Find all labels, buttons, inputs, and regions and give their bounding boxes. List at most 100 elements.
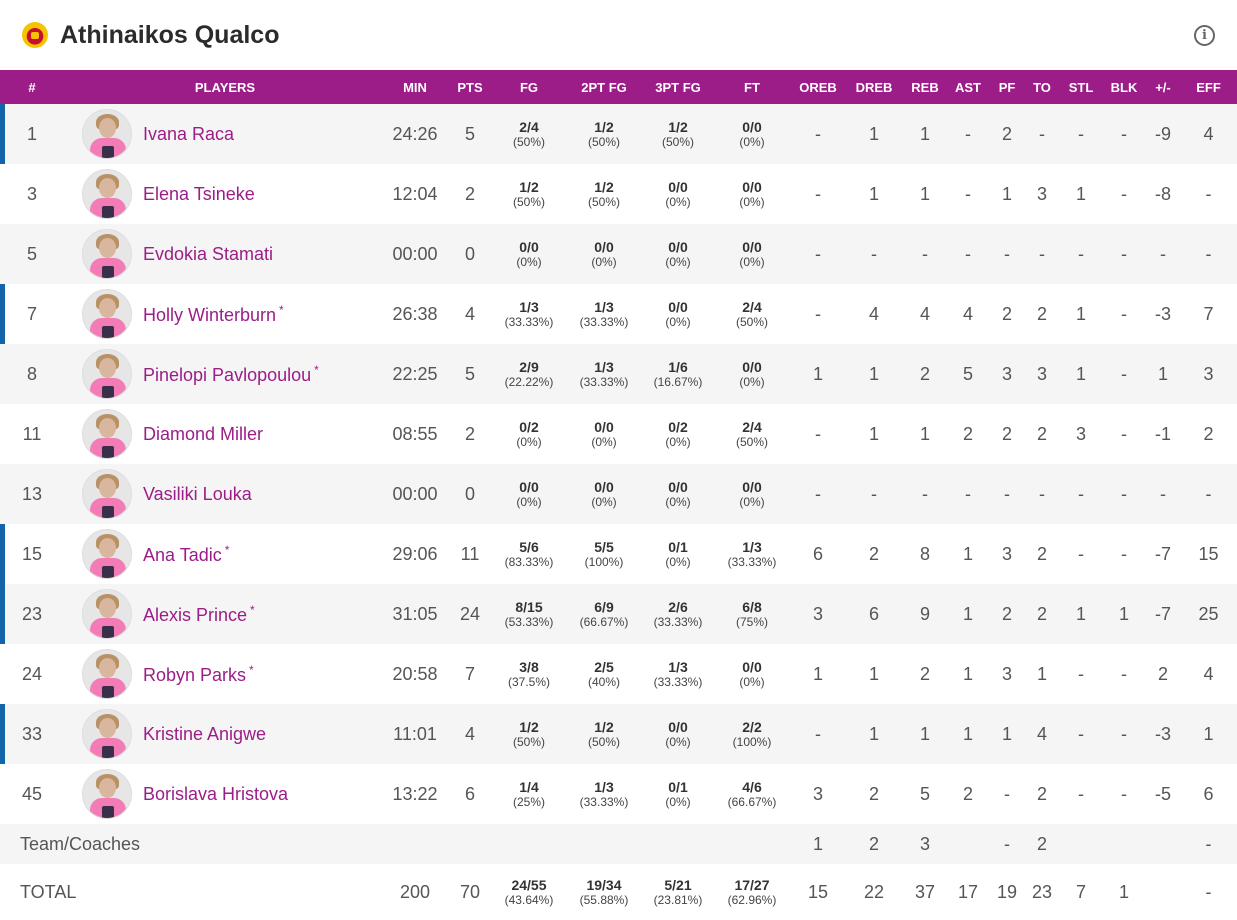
column-header[interactable]: BLK (1110, 79, 1138, 95)
turnovers: 3 (1036, 183, 1047, 204)
player-name[interactable]: Vasiliki Louka (143, 483, 252, 504)
three-point-fg-percentage: (23.81%) (653, 892, 703, 907)
player-row[interactable]: 11 Diamond Miller 08:55 2 0/2 (0%) 0/0 (0%) 0/2(… (0, 404, 1237, 464)
player-row[interactable]: 7 Holly Winterburn * 26:38 4 1/3 (33.33%) 1/3 (3… (0, 284, 1237, 344)
player-row[interactable]: 13 Vasiliki Louka 00:00 0 0/0 (0%) 0/0 (0%) 0/0(… (0, 464, 1237, 524)
turnovers: 2 (1036, 303, 1047, 324)
player-name-link[interactable]: Pinelopi Pavlopoulou * (143, 363, 319, 386)
column-header[interactable]: DREB (855, 79, 893, 95)
column-header[interactable]: EFF (1196, 79, 1221, 95)
personal-fouls: 2 (1001, 423, 1012, 444)
column-header[interactable]: AST (955, 79, 981, 95)
player-avatar[interactable] (82, 769, 132, 819)
player-name[interactable]: Evdokia Stamati (143, 243, 274, 264)
column-header[interactable]: REB (911, 79, 939, 95)
player-name[interactable]: Holly Winterburn (143, 304, 277, 325)
player-name-link[interactable]: Kristine Anigwe (143, 724, 266, 745)
free-throws-percentage: (62.96%) (727, 892, 777, 907)
player-name-link[interactable]: Evdokia Stamati (143, 244, 273, 265)
defensive-rebounds: 1 (868, 363, 879, 384)
free-throws-percentage: (0%) (739, 254, 765, 269)
column-header[interactable]: PLAYERS (194, 79, 256, 95)
player-avatar[interactable] (82, 229, 132, 279)
steals: 1 (1075, 603, 1086, 624)
player-row[interactable]: 8 Pinelopi Pavlopoulou * 22:25 5 2/9 (22.22%) 1… (0, 344, 1237, 404)
column-header[interactable]: PTS (457, 79, 483, 95)
assists: 2 (962, 783, 973, 804)
player-name[interactable]: Diamond Miller (143, 423, 264, 444)
player-avatar[interactable] (82, 109, 132, 159)
player-name-link[interactable]: Holly Winterburn * (143, 303, 284, 326)
player-row[interactable]: 15 Ana Tadic * 29:06 11 5/6 (83.33%) 5/5 (100%) 0… (0, 524, 1237, 584)
player-name-link[interactable]: Borislava Hristova (143, 784, 288, 805)
player-name[interactable]: Ana Tadic (143, 544, 222, 565)
column-header[interactable]: MIN (403, 79, 427, 95)
column-header[interactable]: +/- (1155, 79, 1171, 95)
plus-minus: -5 (1154, 783, 1171, 804)
player-name-link[interactable]: Elena Tsineke (143, 184, 255, 205)
player-name-link[interactable]: Vasiliki Louka (143, 484, 252, 505)
free-throws: 6/8 (75%) (710, 584, 794, 644)
blocks: - (1121, 483, 1127, 504)
player-row[interactable]: 3 Elena Tsineke 12:04 2 1/2 (50%) 1/2 (50%) 0/0(… (0, 164, 1237, 224)
player-avatar[interactable] (82, 529, 132, 579)
column-header[interactable]: FG (519, 79, 539, 95)
player-name[interactable]: Pinelopi Pavlopoulou (143, 364, 312, 385)
player-avatar[interactable] (82, 709, 132, 759)
player-name[interactable]: Borislava Hristova (143, 783, 289, 804)
player-avatar[interactable] (82, 409, 132, 459)
steals: 3 (1075, 423, 1086, 444)
player-name[interactable]: Kristine Anigwe (143, 723, 267, 744)
player-row[interactable]: 23 Alexis Prince * 31:05 24 8/15 (53.33%) 6/9 (6… (0, 584, 1237, 644)
column-header[interactable]: OREB (799, 79, 837, 95)
column-header[interactable]: FT (744, 79, 760, 95)
points: 0 (464, 243, 475, 264)
player-avatar[interactable] (82, 469, 132, 519)
three-point-fg-percentage: (0%) (665, 794, 691, 809)
personal-fouls: - (1004, 243, 1010, 264)
player-name[interactable]: Alexis Prince (143, 604, 248, 625)
player-avatar[interactable] (82, 169, 132, 219)
column-header[interactable]: # (28, 79, 36, 95)
column-header[interactable]: 2PT FG (581, 79, 627, 95)
points: 5 (464, 123, 475, 144)
player-avatar[interactable] (82, 349, 132, 399)
two-point-fg-percentage: (40%) (587, 674, 620, 689)
player-name[interactable]: Robyn Parks (143, 664, 247, 685)
player-name-link[interactable]: Diamond Miller (143, 424, 263, 445)
defensive-rebounds: 2 (868, 543, 879, 564)
player-row[interactable]: 33 Kristine Anigwe 11:01 4 1/2 (50%) 1/2 (50%) 0… (0, 704, 1237, 764)
player-name-link[interactable]: Alexis Prince * (143, 603, 255, 626)
player-name-link[interactable]: Ana Tadic * (143, 543, 229, 566)
info-icon[interactable]: i (1194, 25, 1215, 46)
player-row[interactable]: 1 Ivana Raca 24:26 5 2/4 (50%) 1/2 (50%) 1/2 (50%… (0, 104, 1237, 164)
plus-minus: 1 (1157, 363, 1168, 384)
player-name-link[interactable]: Robyn Parks * (143, 663, 254, 686)
jersey-number: 23 (0, 584, 64, 644)
player-avatar[interactable] (82, 589, 132, 639)
jersey-number: 8 (26, 363, 37, 384)
blocks: 1 (1118, 881, 1129, 902)
column-header[interactable]: PF (998, 79, 1016, 95)
steals: 7 (1075, 881, 1086, 902)
rebounds: - (922, 243, 928, 264)
defensive-rebounds: 6 (868, 603, 879, 624)
player-row[interactable]: 24 Robyn Parks * 20:58 7 3/8 (37.5%) 2/5 (40%) 1/… (0, 644, 1237, 704)
player-avatar[interactable] (82, 649, 132, 699)
defensive-rebounds: 2 (868, 833, 879, 854)
column-header[interactable]: 3PT FG (655, 79, 701, 95)
player-row[interactable]: 5 Evdokia Stamati 00:00 0 0/0 (0%) 0/0 (0%) 0/0(… (0, 224, 1237, 284)
efficiency: 3 (1203, 363, 1214, 384)
field-goals: 1/2 (50%) (496, 164, 562, 224)
three-point-fg-made-attempted: 2/6 (668, 598, 688, 615)
plus-minus (1148, 864, 1178, 920)
player-row[interactable]: 45 Borislava Hristova 13:22 6 1/4 (25%) 1/3 (33… (0, 764, 1237, 824)
column-header[interactable]: STL (1068, 79, 1094, 95)
column-header[interactable]: TO (1033, 79, 1051, 95)
efficiency: - (1205, 483, 1212, 504)
player-name-link[interactable]: Ivana Raca (143, 124, 234, 145)
three-point-fg: 0/2 (0%) (646, 404, 710, 464)
player-avatar[interactable] (82, 289, 132, 339)
player-name[interactable]: Elena Tsineke (143, 183, 255, 204)
player-name[interactable]: Ivana Raca (143, 123, 235, 144)
